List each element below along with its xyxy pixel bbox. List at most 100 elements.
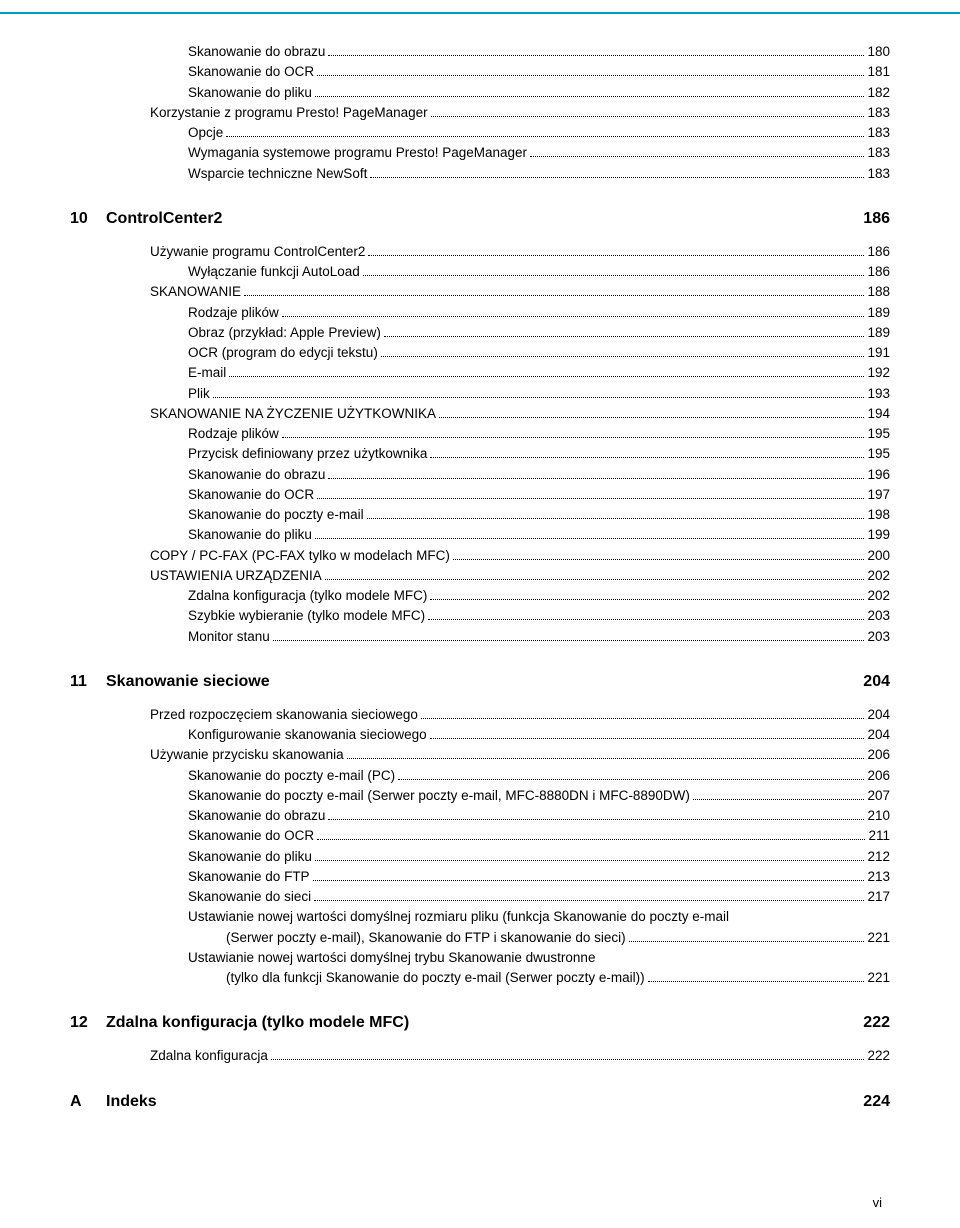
toc-entry-page: 189	[867, 303, 890, 323]
toc-entry[interactable]: Wymagania systemowe programu Presto! Pag…	[70, 143, 890, 163]
toc-entry-page: 188	[867, 282, 890, 302]
toc-entry[interactable]: E-mail192	[70, 363, 890, 383]
toc-entry[interactable]: OCR (program do edycji tekstu)191	[70, 343, 890, 363]
toc-entry[interactable]: Zdalna konfiguracja222	[70, 1046, 890, 1066]
chapter-heading[interactable]: 10ControlCenter2186	[70, 210, 890, 228]
toc-entry[interactable]: Wsparcie techniczne NewSoft183	[70, 164, 890, 184]
chapter-number: A	[70, 1093, 106, 1111]
toc-entry[interactable]: Skanowanie do FTP213	[70, 867, 890, 887]
chapter-heading[interactable]: 11Skanowanie sieciowe204	[70, 673, 890, 691]
toc-entry[interactable]: Skanowanie do pliku199	[70, 525, 890, 545]
toc-entry[interactable]: Przed rozpoczęciem skanowania sieciowego…	[70, 705, 890, 725]
toc-entry-label: Ustawianie nowej wartości domyślnej rozm…	[188, 907, 729, 927]
toc-entry-label: Szybkie wybieranie (tylko modele MFC)	[188, 606, 425, 626]
toc-chapters: 10ControlCenter2186 Używanie programu Con…	[70, 210, 890, 1111]
toc-entry-page: 207	[867, 786, 890, 806]
toc-entry[interactable]: Skanowanie do OCR211	[70, 826, 890, 846]
toc-entry-label: Skanowanie do pliku	[188, 847, 312, 867]
toc-entry-label: Skanowanie do pliku	[188, 83, 312, 103]
toc-entry[interactable]: Skanowanie do OCR197	[70, 485, 890, 505]
toc-entry[interactable]: Przycisk definiowany przez użytkownika19…	[70, 444, 890, 464]
toc-entry[interactable]: SKANOWANIE NA ŻYCZENIE UŻYTKOWNIKA194	[70, 404, 890, 424]
chapter-title: Indeks	[106, 1093, 863, 1111]
toc-entry-page: 180	[867, 42, 890, 62]
chapter-heading[interactable]: AIndeks224	[70, 1093, 890, 1111]
toc-entry-label: Skanowanie do obrazu	[188, 465, 325, 485]
toc-entry[interactable]: Rodzaje plików195	[70, 424, 890, 444]
toc-entry-page: 195	[867, 424, 890, 444]
toc-entry[interactable]: Skanowanie do pliku 182	[70, 83, 890, 103]
toc-entry-label: Skanowanie do poczty e-mail	[188, 505, 364, 525]
toc-entry[interactable]: Plik193	[70, 384, 890, 404]
toc-entry-label: Plik	[188, 384, 210, 404]
toc-leader-dots	[226, 136, 864, 137]
toc-entry[interactable]: Rodzaje plików189	[70, 303, 890, 323]
toc-entry[interactable]: Skanowanie do poczty e-mail198	[70, 505, 890, 525]
toc-leader-dots	[421, 718, 865, 719]
toc-leader-dots	[430, 457, 864, 458]
chapter-number: 10	[70, 210, 106, 228]
toc-entry[interactable]: Skanowanie do poczty e-mail (Serwer pocz…	[70, 786, 890, 806]
toc-entry[interactable]: Używanie przycisku skanowania206	[70, 745, 890, 765]
toc-entry[interactable]: Skanowanie do pliku212	[70, 847, 890, 867]
toc-entry-page: 221	[867, 968, 890, 988]
toc-entry[interactable]: Skanowanie do obrazu210	[70, 806, 890, 826]
toc-entry[interactable]: Obraz (przykład: Apple Preview)189	[70, 323, 890, 343]
toc-entry[interactable]: Korzystanie z programu Presto! PageManag…	[70, 103, 890, 123]
toc-entry-label: Używanie programu ControlCenter2	[150, 242, 365, 262]
toc-leader-dots	[629, 941, 865, 942]
chapter-title: Zdalna konfiguracja (tylko modele MFC)	[106, 1014, 863, 1032]
toc-entry-label: Używanie przycisku skanowania	[150, 745, 344, 765]
toc-leader-dots	[370, 177, 864, 178]
toc-entry[interactable]: Opcje183	[70, 123, 890, 143]
toc-leader-dots	[381, 356, 865, 357]
chapter-page: 224	[863, 1093, 890, 1111]
chapter-page: 222	[863, 1014, 890, 1032]
toc-entry-label: USTAWIENIA URZĄDZENIA	[150, 566, 322, 586]
toc-entry[interactable]: Ustawianie nowej wartości domyślnej rozm…	[70, 907, 890, 948]
chapter-page: 186	[863, 210, 890, 228]
toc-entry-label: Skanowanie do pliku	[188, 525, 312, 545]
toc-entry[interactable]: Używanie programu ControlCenter2186	[70, 242, 890, 262]
toc-entry-label: Skanowanie do OCR	[188, 826, 314, 846]
toc-leader-dots	[398, 779, 864, 780]
chapter-page: 204	[863, 673, 890, 691]
toc-entry[interactable]: Skanowanie do OCR181	[70, 62, 890, 82]
toc-entry-page: 210	[867, 806, 890, 826]
toc-entry-label: Skanowanie do FTP	[188, 867, 310, 887]
toc-entry-label: Skanowanie do sieci	[188, 887, 311, 907]
toc-leader-dots	[453, 559, 865, 560]
toc-leader-dots	[693, 799, 865, 800]
toc-entry[interactable]: COPY / PC-FAX (PC-FAX tylko w modelach M…	[70, 546, 890, 566]
toc-entry[interactable]: Skanowanie do sieci 217	[70, 887, 890, 907]
toc-entry-label: Obraz (przykład: Apple Preview)	[188, 323, 381, 343]
toc-entry[interactable]: Skanowanie do poczty e-mail (PC)206	[70, 766, 890, 786]
toc-entry-label: Ustawianie nowej wartości domyślnej tryb…	[188, 948, 595, 968]
toc-entry[interactable]: Monitor stanu203	[70, 627, 890, 647]
toc-entry-page: 202	[867, 566, 890, 586]
toc-entry[interactable]: Konfigurowanie skanowania sieciowego204	[70, 725, 890, 745]
toc-entry[interactable]: Skanowanie do obrazu196	[70, 465, 890, 485]
toc-entry-page: 194	[867, 404, 890, 424]
toc-entry-page: 182	[867, 83, 890, 103]
toc-entry[interactable]: Wyłączanie funkcji AutoLoad186	[70, 262, 890, 282]
toc-entry-page: 203	[867, 627, 890, 647]
toc-entry-page: 186	[867, 262, 890, 282]
chapter-heading[interactable]: 12Zdalna konfiguracja (tylko modele MFC)…	[70, 1014, 890, 1032]
toc-entry-label: E-mail	[188, 363, 226, 383]
toc-leader-dots	[213, 397, 865, 398]
toc-leader-dots	[282, 437, 865, 438]
toc-entry[interactable]: Skanowanie do obrazu180	[70, 42, 890, 62]
toc-leader-dots	[325, 579, 865, 580]
toc-entry[interactable]: SKANOWANIE188	[70, 282, 890, 302]
toc-entry[interactable]: Szybkie wybieranie (tylko modele MFC)203	[70, 606, 890, 626]
toc-leader-dots	[530, 156, 864, 157]
toc-entry-continuation: (Serwer poczty e-mail), Skanowanie do FT…	[226, 928, 626, 948]
toc-leader-dots	[368, 255, 864, 256]
toc-entry[interactable]: USTAWIENIA URZĄDZENIA 202	[70, 566, 890, 586]
toc-entry[interactable]: Ustawianie nowej wartości domyślnej tryb…	[70, 948, 890, 989]
toc-entry-page: 217	[867, 887, 890, 907]
toc-entry-page: 221	[867, 928, 890, 948]
toc-entry[interactable]: Zdalna konfiguracja (tylko modele MFC)20…	[70, 586, 890, 606]
toc-leader-dots	[328, 55, 864, 56]
